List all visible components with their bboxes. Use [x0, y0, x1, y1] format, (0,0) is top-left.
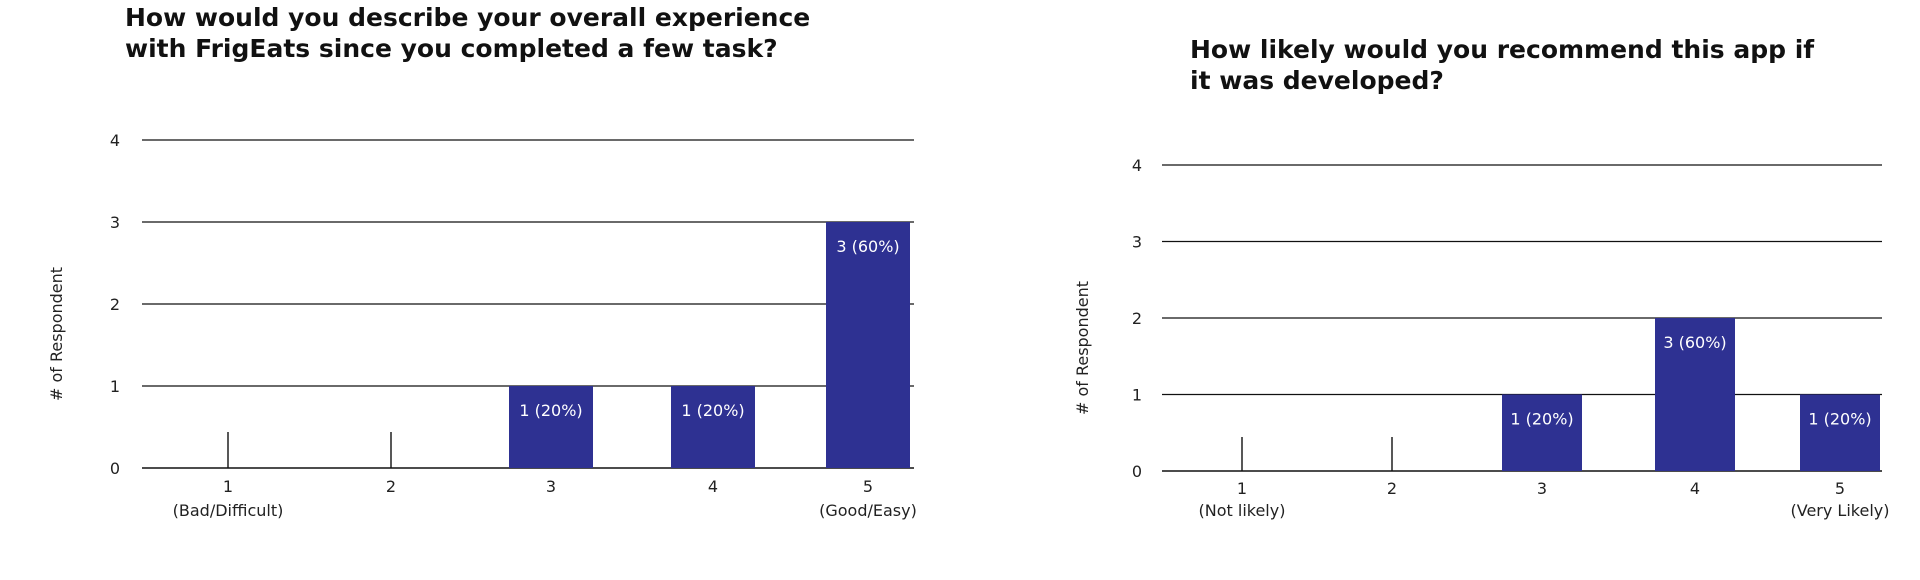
bar-5	[1800, 394, 1880, 471]
x-tick-label: 5	[863, 477, 873, 496]
x-tick-sublabel: (Very Likely)	[1791, 501, 1890, 520]
y-tick-label: 3	[110, 213, 120, 232]
x-tick-sublabel: (Not likely)	[1199, 501, 1286, 520]
bar-5	[826, 222, 910, 468]
y-tick-label: 4	[110, 131, 120, 150]
y-tick-label: 4	[1132, 156, 1142, 175]
y-tick-label: 0	[1132, 462, 1142, 481]
x-tick-sublabel: (Bad/Difficult)	[173, 501, 284, 520]
y-axis-label: # of Respondent	[1073, 281, 1092, 415]
bar-data-label: 1 (20%)	[1808, 410, 1871, 429]
y-tick-label: 2	[1132, 309, 1142, 328]
y-tick-label: 1	[110, 377, 120, 396]
x-tick-label: 3	[1537, 479, 1547, 498]
bar-data-label: 1 (20%)	[519, 401, 582, 420]
x-tick-label: 3	[546, 477, 556, 496]
y-tick-label: 1	[1132, 386, 1142, 405]
bar-data-label: 1 (20%)	[1510, 410, 1573, 429]
bar-3	[509, 386, 593, 468]
bar-4	[1655, 318, 1735, 471]
chart-overall-experience: How would you describe your overall expe…	[47, 3, 917, 520]
x-tick-label: 1	[1237, 479, 1247, 498]
bar-data-label: 3 (60%)	[836, 237, 899, 256]
y-tick-label: 3	[1132, 233, 1142, 252]
y-tick-label: 0	[110, 459, 120, 478]
chart-recommend-likelihood: How likely would you recommend this app …	[960, 0, 1920, 580]
x-tick-label: 4	[708, 477, 718, 496]
chart-plot: 0 1 2 3 4 # of Respondent 1 (Not likely) 2 1 (20%…	[1073, 156, 1890, 520]
bar-4	[671, 386, 755, 468]
y-tick-label: 2	[110, 295, 120, 314]
x-tick-label: 1	[223, 477, 233, 496]
x-tick-label: 5	[1835, 479, 1845, 498]
y-axis-label: # of Respondent	[47, 267, 66, 401]
x-tick-label: 4	[1690, 479, 1700, 498]
bar-data-label: 1 (20%)	[681, 401, 744, 420]
chart-title: How would you describe your overall expe…	[125, 3, 811, 63]
bar-data-label: 3 (60%)	[1663, 333, 1726, 352]
bar-3	[1502, 394, 1582, 471]
x-tick-sublabel: (Good/Easy)	[819, 501, 917, 520]
chart-plot: 0 1 2 3 4 # of Respondent 1 (Bad/Difficult) 2 1 (…	[47, 131, 917, 520]
x-tick-label: 2	[386, 477, 396, 496]
chart-title: How likely would you recommend this app …	[1190, 35, 1815, 95]
x-tick-label: 2	[1387, 479, 1397, 498]
